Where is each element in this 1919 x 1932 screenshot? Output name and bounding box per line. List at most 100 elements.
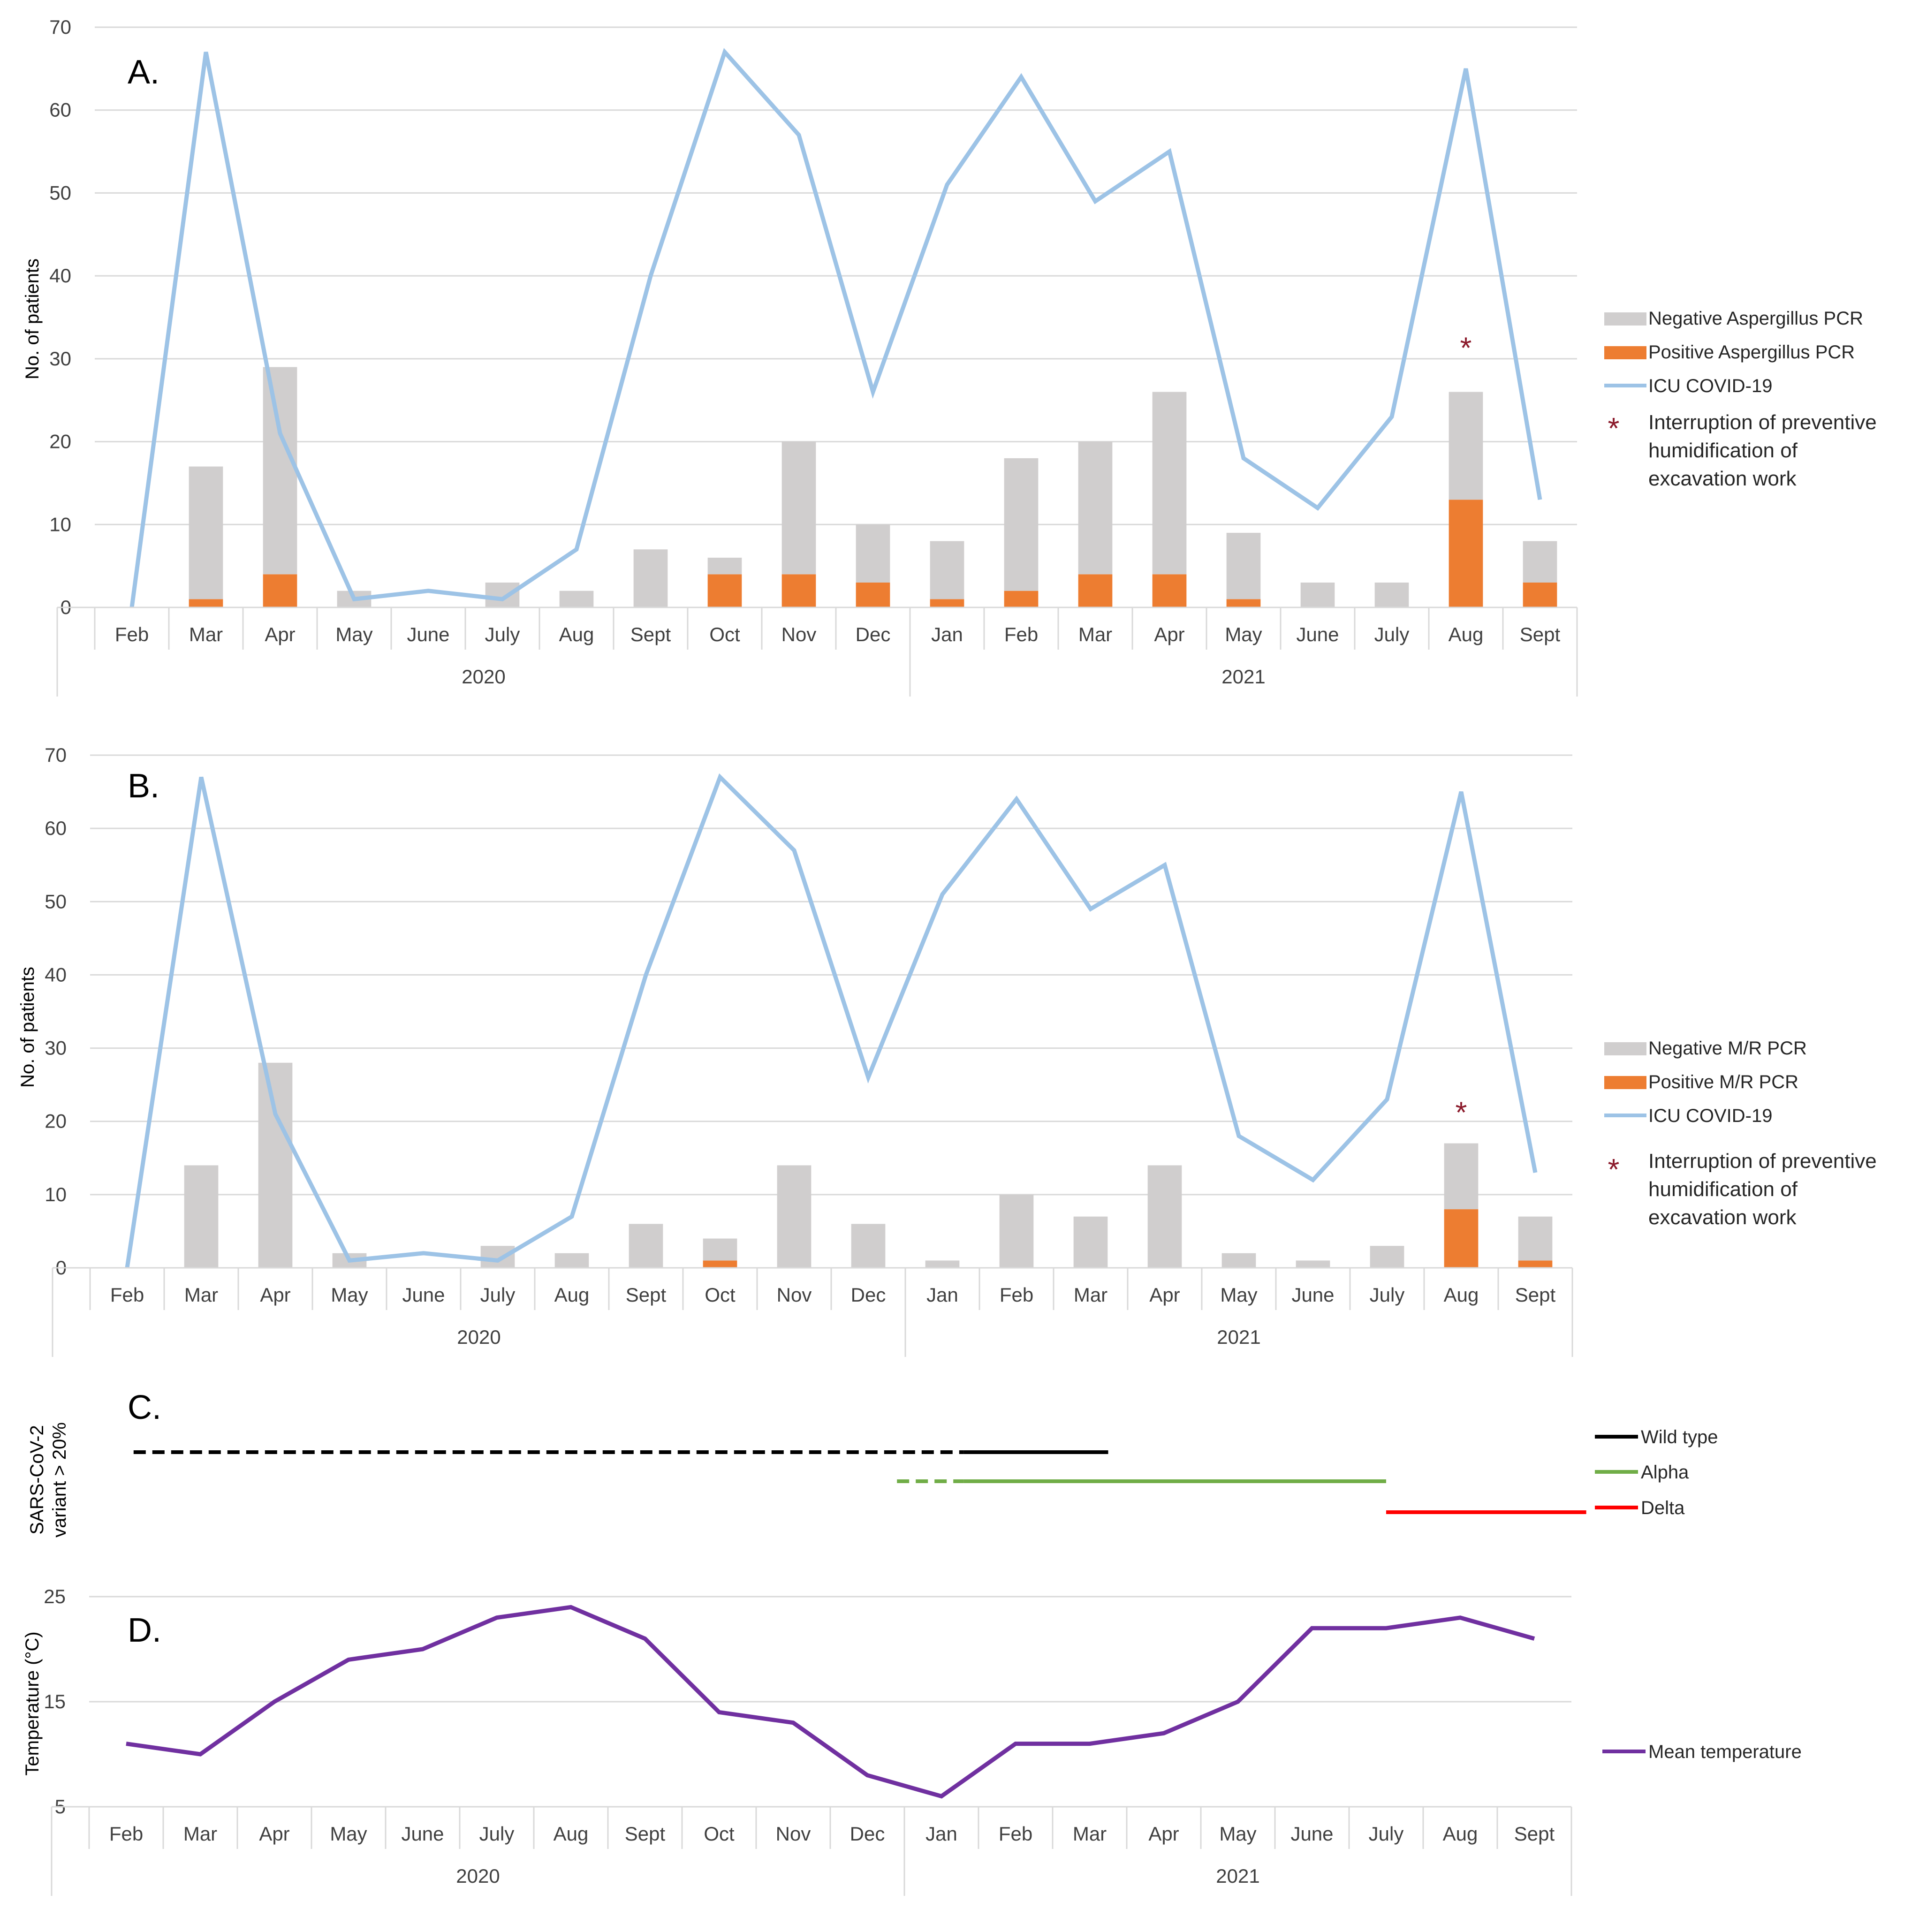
x-tick-label: Dec [856, 623, 891, 645]
bar-positive [1152, 574, 1187, 607]
bar-negative [1300, 582, 1335, 607]
bar-negative [554, 1253, 589, 1268]
legend-interruption-b-line-1: Interruption of preventive [1648, 1150, 1877, 1173]
bar-negative [707, 557, 742, 575]
panel-a-x-axis: Feb Mar Apr May June July Aug Sept Oct Nov Dec Jan F… [56, 606, 1578, 697]
bar-positive [263, 574, 297, 607]
y-tick-label: 30 [49, 348, 71, 370]
legend-delta: Delta [1641, 1498, 1685, 1518]
bar-negative [1147, 1165, 1182, 1268]
bar-positive [1523, 582, 1557, 607]
bar-negative [1523, 541, 1557, 583]
panel-c-chart: C. SARS-CoV-2 variant > 20% Wild type Al… [27, 1389, 1718, 1538]
bar-negative [1374, 582, 1409, 607]
y-tick-label: 10 [45, 1183, 67, 1205]
legend-swatch-positive [1604, 346, 1646, 359]
bar-negative [633, 549, 668, 607]
bar-negative [781, 441, 816, 575]
x-tick-label: Aug [559, 623, 594, 645]
y-tick-label: 40 [45, 963, 67, 985]
bar-negative [1221, 1253, 1256, 1268]
mean-temperature-line [126, 1605, 1535, 1799]
bar-negative [1152, 392, 1187, 575]
panel-c-label: C. [128, 1389, 161, 1426]
x-tick-label: Mar [1073, 1823, 1107, 1845]
bar-positive [1518, 1260, 1553, 1268]
bar-negative [480, 1246, 515, 1268]
panel-d-legend: Mean temperature [1602, 1742, 1802, 1762]
y-tick-label: 50 [45, 890, 67, 912]
bar-positive [856, 582, 890, 607]
x-tick-label: Nov [777, 1284, 812, 1306]
x-tick-label: July [1369, 1823, 1404, 1845]
bar-negative [851, 1224, 886, 1268]
panel-d-temperature-line [126, 1605, 1535, 1799]
icu-covid-line [129, 48, 1542, 608]
panel-b-icu-line [125, 773, 1538, 1268]
x-tick-label: June [401, 1823, 444, 1845]
bar-negative [925, 1260, 960, 1268]
legend-interruption-b-line-2: humidification of [1648, 1178, 1798, 1201]
bar-negative [258, 1062, 293, 1268]
y-tick-label: 10 [49, 513, 71, 535]
y-tick-label: 70 [49, 16, 71, 38]
panel-a-legend: Negative Aspergillus PCR Positive Asperg… [1604, 308, 1877, 490]
panel-a-icu-line [129, 48, 1542, 608]
x-tick-label: Dec [851, 1284, 886, 1306]
x-tick-label: Sept [630, 623, 671, 645]
x-tick-label: Sept [1515, 1284, 1556, 1306]
x-tick-label: June [1290, 1823, 1333, 1845]
x-tick-label: Nov [781, 623, 817, 645]
y-tick-label: 70 [45, 744, 67, 766]
x-tick-label: Sept [626, 1284, 667, 1306]
x-tick-label: June [407, 623, 449, 645]
bar-positive [930, 599, 964, 607]
x-tick-label: Feb [115, 623, 149, 645]
bar-negative [1518, 1216, 1553, 1261]
x-tick-label: June [1291, 1284, 1334, 1306]
x-tick-label: Oct [709, 623, 740, 645]
legend-negative-aspergillus: Negative Aspergillus PCR [1648, 308, 1863, 329]
x-tick-label: Oct [704, 1823, 735, 1845]
x-tick-label: Jan [926, 1284, 958, 1306]
bar-positive [1004, 591, 1039, 607]
legend-asterisk: * [1608, 411, 1620, 445]
x-tick-label: Sept [1520, 623, 1561, 645]
bar-negative [777, 1165, 812, 1268]
x-tick-label: May [1225, 623, 1262, 645]
y-tick-label: 20 [49, 431, 71, 453]
bar-negative [184, 1165, 219, 1268]
y-tick-label: 15 [44, 1690, 66, 1712]
x-tick-label: Feb [1000, 1284, 1033, 1306]
panel-c-legend: Wild type Alpha Delta [1595, 1427, 1718, 1518]
x-tick-label: July [479, 1823, 515, 1845]
x-tick-label: Apr [260, 1284, 290, 1306]
icu-covid-line [125, 773, 1538, 1268]
x-tick-label: May [330, 1823, 367, 1845]
x-tick-label: June [402, 1284, 445, 1306]
y-tick-label: 30 [45, 1037, 67, 1059]
bar-negative [1004, 458, 1039, 591]
x-tick-label: Apr [265, 623, 295, 645]
bar-negative [189, 466, 223, 599]
panel-d-label: D. [128, 1612, 161, 1649]
panel-a-gridlines [95, 26, 1577, 608]
panel-d-x-axis: Feb Mar Apr May June July Aug Sept Oct Nov Dec Jan F… [51, 1806, 1572, 1896]
x-tick-label: July [1370, 1284, 1405, 1306]
legend-interruption-line-2: humidification of [1648, 439, 1798, 462]
legend-icu-covid: ICU COVID-19 [1648, 376, 1773, 396]
panel-a-y-axis-title: No. of patients [22, 258, 43, 379]
bar-negative [629, 1224, 663, 1268]
legend-positive-aspergillus: Positive Aspergillus PCR [1648, 342, 1855, 363]
x-tick-label: May [335, 623, 372, 645]
bar-negative [1370, 1246, 1404, 1268]
y-tick-label: 40 [49, 265, 71, 287]
x-tick-label: Feb [109, 1823, 143, 1845]
x-tick-label: Feb [1004, 623, 1038, 645]
bar-negative [263, 367, 297, 575]
x-tick-label: Oct [705, 1284, 736, 1306]
y-tick-label: 60 [49, 99, 71, 121]
panel-a-bars [189, 367, 1557, 607]
